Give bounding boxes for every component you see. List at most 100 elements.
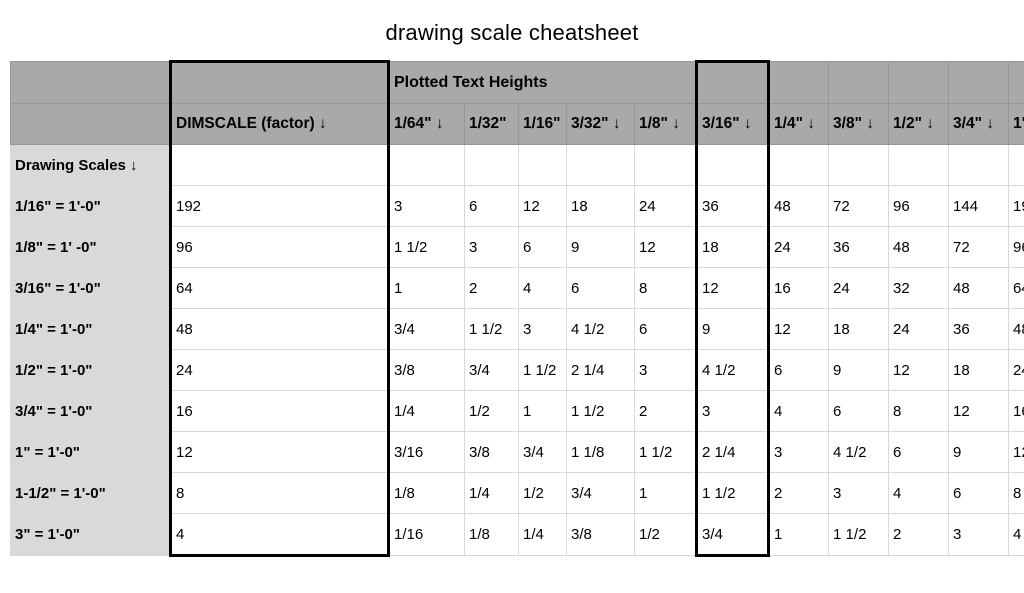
row-scale-label: 3/4" = 1'-0" xyxy=(11,391,171,432)
table-cell: 72 xyxy=(949,227,1009,268)
row-scale-label: 1/8" = 1' -0" xyxy=(11,227,171,268)
row-drawing-scales-label: Drawing Scales ↓ xyxy=(11,145,1024,186)
table-cell: 1 xyxy=(389,268,465,309)
table-cell: 3/8 xyxy=(567,514,635,556)
table-body: 1/16" = 1'-0"19236121824364872961441921/… xyxy=(11,186,1024,556)
cell-dimscale: 192 xyxy=(171,186,389,227)
col-header: 3/32" ↓ xyxy=(567,104,635,145)
cell-dimscale: 48 xyxy=(171,309,389,350)
table-cell: 4 xyxy=(769,391,829,432)
blank-cell xyxy=(949,145,1009,186)
table-row: 1/8" = 1' -0"961 1/236912182436487296 xyxy=(11,227,1024,268)
table-cell: 3/4 xyxy=(389,309,465,350)
table-cell: 18 xyxy=(829,309,889,350)
table-row: 1/4" = 1'-0"483/41 1/234 1/2691218243648 xyxy=(11,309,1024,350)
table-cell: 6 xyxy=(769,350,829,391)
table-cell: 12 xyxy=(949,391,1009,432)
blank-cell xyxy=(829,145,889,186)
table-cell: 24 xyxy=(769,227,829,268)
table-cell: 24 xyxy=(635,186,697,227)
table-cell: 2 xyxy=(635,391,697,432)
col-header: 1/32" xyxy=(465,104,519,145)
table-cell: 1 1/2 xyxy=(389,227,465,268)
blank-cell xyxy=(769,145,829,186)
cell-dimscale: 96 xyxy=(171,227,389,268)
table-cell: 3/16 xyxy=(389,432,465,473)
col-header-316: 3/16" ↓ xyxy=(697,104,769,145)
table-cell: 1 1/2 xyxy=(567,391,635,432)
table-cell: 3 xyxy=(519,309,567,350)
table-cell: 9 xyxy=(949,432,1009,473)
table-cell: 6 xyxy=(949,473,1009,514)
table-cell: 12 xyxy=(889,350,949,391)
table-cell: 2 xyxy=(465,268,519,309)
table-cell: 3 xyxy=(949,514,1009,556)
table-cell: 96 xyxy=(889,186,949,227)
table-cell: 192 xyxy=(1009,186,1024,227)
table-cell: 1 xyxy=(635,473,697,514)
table-cell: 48 xyxy=(889,227,949,268)
table-cell: 12 xyxy=(769,309,829,350)
header-blank-dimscale xyxy=(171,62,389,104)
table-cell: 1 xyxy=(769,514,829,556)
table-cell: 16 xyxy=(769,268,829,309)
table-cell: 64 xyxy=(1009,268,1024,309)
page-title: drawing scale cheatsheet xyxy=(10,20,1014,46)
header-blank-316 xyxy=(697,62,769,104)
table-cell: 1/2 xyxy=(465,391,519,432)
table-cell: 4 xyxy=(1009,514,1024,556)
table-cell: 18 xyxy=(567,186,635,227)
col-header: 1/4" ↓ xyxy=(769,104,829,145)
table-cell: 24 xyxy=(829,268,889,309)
table-cell: 1/8 xyxy=(465,514,519,556)
header-row-section: Plotted Text Heights xyxy=(11,62,1024,104)
table-row: 3/16" = 1'-0"6412468121624324864 xyxy=(11,268,1024,309)
col-header: 3/4" ↓ xyxy=(949,104,1009,145)
blank-cell xyxy=(567,145,635,186)
header-blank xyxy=(829,62,889,104)
table-cell: 1 1/2 xyxy=(635,432,697,473)
table-cell: 8 xyxy=(889,391,949,432)
table-cell: 1 1/2 xyxy=(519,350,567,391)
cell-dimscale: 64 xyxy=(171,268,389,309)
table-cell: 1/8 xyxy=(389,473,465,514)
table-cell: 1 1/2 xyxy=(697,473,769,514)
table-cell: 2 1/4 xyxy=(567,350,635,391)
col-header: 3/8" ↓ xyxy=(829,104,889,145)
row-scale-label: 1-1/2" = 1'-0" xyxy=(11,473,171,514)
table-cell: 9 xyxy=(567,227,635,268)
col-header-dimscale: DIMSCALE (factor) ↓ xyxy=(171,104,389,145)
col-header: 1/8" ↓ xyxy=(635,104,697,145)
col-header: 1/16" xyxy=(519,104,567,145)
header-blank xyxy=(949,62,1009,104)
table-cell: 1/16 xyxy=(389,514,465,556)
table-cell: 1/4 xyxy=(519,514,567,556)
table-cell: 3 xyxy=(769,432,829,473)
blank-cell xyxy=(465,145,519,186)
table-cell: 3/8 xyxy=(465,432,519,473)
table-cell: 4 xyxy=(519,268,567,309)
blank-cell xyxy=(519,145,567,186)
table-cell: 3/8 xyxy=(389,350,465,391)
header-blank xyxy=(889,62,949,104)
blank-cell xyxy=(171,145,389,186)
cell-dimscale: 12 xyxy=(171,432,389,473)
row-scale-label: 1/2" = 1'-0" xyxy=(11,350,171,391)
table-cell: 3 xyxy=(465,227,519,268)
table-cell: 1 1/2 xyxy=(465,309,519,350)
table-cell: 18 xyxy=(697,227,769,268)
table-cell: 1 1/8 xyxy=(567,432,635,473)
col-header: 1/2" ↓ xyxy=(889,104,949,145)
row-scale-label: 1/4" = 1'-0" xyxy=(11,309,171,350)
table-cell: 3 xyxy=(829,473,889,514)
table-cell: 1/2 xyxy=(519,473,567,514)
table-cell: 36 xyxy=(949,309,1009,350)
header-blank xyxy=(769,62,829,104)
blank-cell xyxy=(697,145,769,186)
table-row: 1/16" = 1'-0"1923612182436487296144192 xyxy=(11,186,1024,227)
table-cell: 4 xyxy=(889,473,949,514)
table-cell: 12 xyxy=(519,186,567,227)
table-cell: 36 xyxy=(829,227,889,268)
cell-dimscale: 16 xyxy=(171,391,389,432)
row-scale-label: 1" = 1'-0" xyxy=(11,432,171,473)
